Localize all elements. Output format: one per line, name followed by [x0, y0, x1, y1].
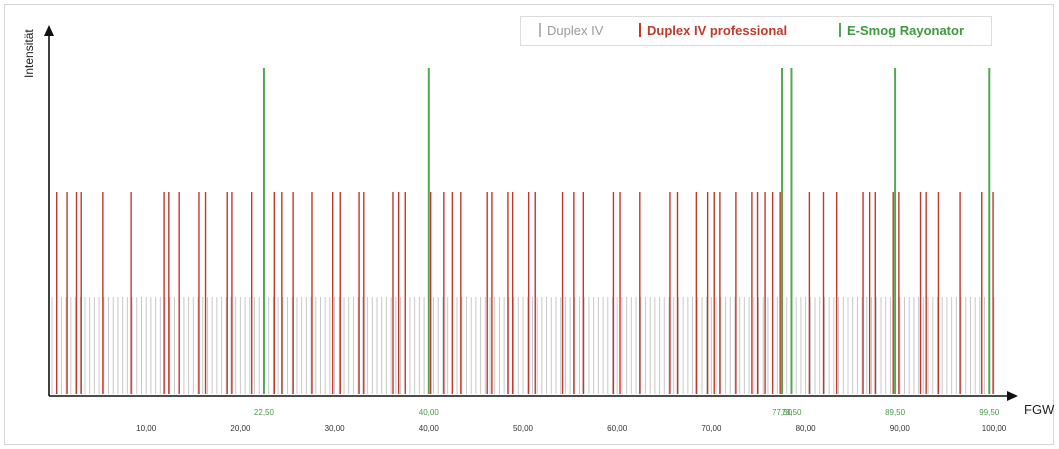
- legend: Duplex IV Duplex IV professional E-Smog …: [520, 16, 992, 46]
- legend-swatch: [839, 23, 841, 37]
- legend-item-duplex-iv-professional: Duplex IV professional: [639, 23, 787, 38]
- legend-item-duplex-iv: Duplex IV: [539, 23, 603, 38]
- x-tick-label: 100,00: [982, 424, 1007, 433]
- x-tick-labels: 10,00 20,00 30,00 40,00 50,00 60,00 70,00 80,00…: [136, 424, 1007, 433]
- legend-label: Duplex IV professional: [647, 23, 788, 38]
- x-tick-label: 70,00: [701, 424, 722, 433]
- x-tick-label: 60,00: [607, 424, 628, 433]
- x-tick-label: 80,00: [796, 424, 817, 433]
- x-tick-label: 20,00: [230, 424, 251, 433]
- e-smog-rayonator-series: [262, 68, 991, 394]
- x-highlight-tick-label: 78,50: [781, 408, 802, 417]
- x-highlight-tick-label: 40,00: [419, 408, 440, 417]
- x-axis-arrow-icon: [1007, 391, 1018, 401]
- x-highlight-tick-label: 22,50: [254, 408, 275, 417]
- legend-item-e-smog-rayonator: E-Smog Rayonator: [839, 23, 964, 38]
- y-axis-label: Intensität: [22, 29, 36, 78]
- duplex-iv-series: [51, 297, 995, 394]
- legend-swatch: [639, 23, 641, 37]
- x-tick-label: 50,00: [513, 424, 534, 433]
- x-highlight-tick-label: 99,50: [979, 408, 1000, 417]
- legend-label: Duplex IV: [547, 23, 604, 38]
- duplex-iv-professional-series: [56, 192, 994, 394]
- y-axis-arrow-icon: [44, 25, 54, 36]
- legend-label: E-Smog Rayonator: [847, 23, 965, 38]
- x-tick-label: 30,00: [325, 424, 346, 433]
- x-highlight-tick-label: 77,50: [772, 408, 793, 417]
- legend-swatch: [539, 23, 541, 37]
- x-tick-label: 40,00: [419, 424, 440, 433]
- x-tick-label: 10,00: [136, 424, 157, 433]
- x-highlight-tick-label: 89,50: [885, 408, 906, 417]
- x-axis-label: FGW: [1024, 402, 1055, 417]
- x-tick-label: 90,00: [890, 424, 911, 433]
